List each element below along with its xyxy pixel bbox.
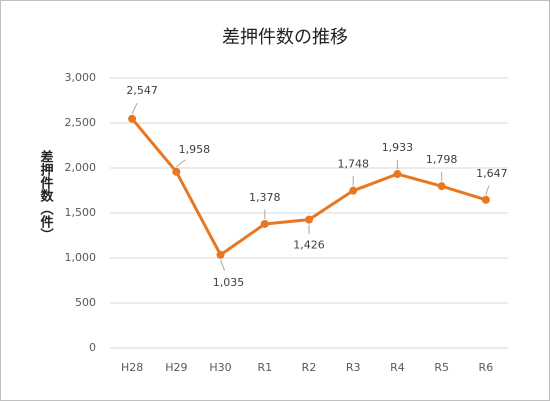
point [216, 250, 225, 259]
y-tick-label: 500 [75, 296, 96, 309]
y-tick-label: 3,000 [65, 71, 97, 84]
data-label: 2,547 [126, 84, 158, 97]
point [172, 167, 181, 176]
y-tick-label: 2,500 [65, 116, 97, 129]
y-tick-label: 1,500 [65, 206, 97, 219]
x-tick-label: R3 [346, 361, 361, 374]
point [128, 114, 137, 123]
data-label: 1,933 [382, 141, 414, 154]
leader-line [220, 259, 226, 271]
leader-line [131, 102, 138, 114]
data-label: 1,958 [179, 143, 211, 156]
data-label: 1,647 [476, 167, 508, 180]
x-tick-label: R4 [390, 361, 405, 374]
y-tick-label: 2,000 [65, 161, 97, 174]
y-tick-label: 1,000 [65, 251, 97, 264]
y-axis-label: 差押件数（件） [38, 149, 55, 241]
point [305, 215, 313, 224]
leader-line [176, 159, 186, 168]
data-label: 1,035 [213, 276, 245, 289]
x-tick-label: H29 [165, 361, 187, 374]
x-tick-label: R1 [257, 361, 272, 374]
point [481, 195, 490, 204]
point [349, 186, 358, 195]
point [260, 219, 269, 228]
chart-title: 差押件数の推移 [222, 27, 348, 48]
data-label: 1,426 [293, 239, 325, 252]
point [437, 182, 446, 191]
x-tick-label: R5 [434, 361, 449, 374]
point [393, 170, 402, 179]
leader-line [485, 185, 490, 195]
y-tick-label: 0 [89, 341, 96, 354]
x-tick-label: H30 [209, 361, 231, 374]
x-tick-label: R6 [479, 361, 494, 374]
data-label: 1,798 [426, 153, 458, 166]
x-tick-label: H28 [121, 361, 143, 374]
data-label: 1,748 [337, 158, 369, 171]
data-label: 1,378 [249, 191, 281, 204]
x-tick-label: R2 [302, 361, 317, 374]
